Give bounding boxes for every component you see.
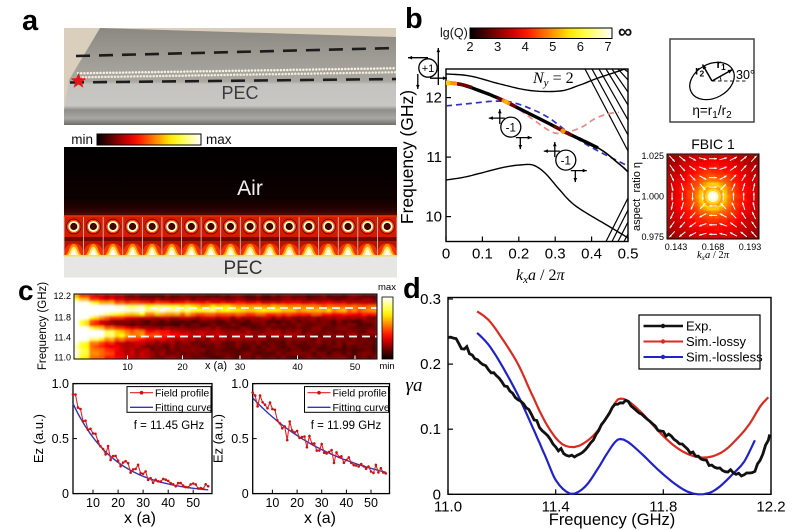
svg-text:30: 30 (136, 496, 150, 510)
svg-text:Exp.: Exp. (686, 319, 712, 334)
svg-text:Ny = 2: Ny = 2 (532, 70, 574, 89)
svg-text:FBIC 1: FBIC 1 (691, 136, 735, 152)
svg-text:0.975: 0.975 (641, 232, 664, 242)
svg-text:min: min (379, 361, 394, 372)
svg-text:1.0: 1.0 (52, 377, 69, 391)
svg-text:40: 40 (292, 362, 303, 373)
svg-text:10: 10 (265, 496, 279, 510)
svg-text:50: 50 (350, 362, 361, 373)
svg-text:7: 7 (604, 39, 611, 54)
svg-text:kxa / 2π: kxa / 2π (697, 250, 730, 262)
svg-text:Air: Air (237, 177, 263, 200)
svg-text:max: max (206, 132, 232, 147)
svg-text:0.1: 0.1 (472, 246, 493, 263)
svg-text:12.2: 12.2 (756, 498, 785, 515)
svg-text:0.1: 0.1 (420, 421, 441, 438)
svg-text:-1: -1 (506, 123, 516, 135)
svg-text:20: 20 (290, 496, 304, 510)
svg-text:6: 6 (577, 39, 584, 54)
svg-text:0.2: 0.2 (420, 356, 441, 373)
svg-text:11.0: 11.0 (54, 353, 71, 363)
svg-text:0: 0 (242, 487, 249, 501)
svg-text:min: min (71, 132, 93, 147)
svg-text:0: 0 (62, 487, 69, 501)
svg-text:+1: +1 (422, 63, 435, 75)
svg-text:a: a (22, 5, 39, 37)
svg-text:f = 11.45 GHz: f = 11.45 GHz (134, 420, 205, 432)
svg-text:0.3: 0.3 (545, 246, 566, 263)
svg-text:11: 11 (426, 149, 442, 166)
svg-text:2: 2 (466, 39, 473, 54)
svg-text:40: 40 (161, 496, 175, 510)
svg-text:0: 0 (442, 246, 450, 263)
svg-text:Frequency (GHz): Frequency (GHz) (397, 90, 417, 224)
svg-text:12: 12 (425, 90, 442, 107)
svg-text:40: 40 (339, 496, 353, 510)
svg-text:c: c (18, 275, 34, 306)
svg-text:PEC: PEC (221, 83, 258, 103)
svg-text:1.0: 1.0 (231, 377, 248, 391)
svg-text:11.8: 11.8 (649, 498, 677, 515)
svg-text:0.193: 0.193 (739, 242, 762, 252)
svg-text:0.168: 0.168 (702, 242, 725, 252)
svg-text:b: b (405, 3, 423, 35)
svg-text:20: 20 (111, 496, 125, 510)
svg-text:kxa / 2π: kxa / 2π (516, 267, 565, 286)
svg-text:max: max (378, 282, 396, 293)
svg-text:0.143: 0.143 (665, 242, 688, 252)
svg-text:Ez (a.u.): Ez (a.u.) (31, 414, 46, 463)
svg-text:PEC: PEC (223, 258, 262, 279)
svg-text:x (a): x (a) (124, 510, 156, 527)
svg-text:η=r1/r2: η=r1/r2 (692, 103, 732, 121)
svg-text:r2: r2 (695, 66, 704, 79)
svg-text:1.025: 1.025 (641, 151, 664, 161)
svg-text:1.000: 1.000 (641, 192, 664, 202)
svg-text:10: 10 (425, 209, 442, 226)
svg-text:50: 50 (364, 496, 378, 510)
svg-text:r1: r1 (717, 59, 726, 72)
svg-text:lg(Q): lg(Q) (440, 26, 468, 40)
svg-text:50: 50 (186, 496, 200, 510)
svg-text:10: 10 (122, 362, 133, 373)
svg-text:30: 30 (315, 496, 329, 510)
svg-text:5: 5 (549, 39, 556, 54)
svg-text:12.2: 12.2 (53, 291, 71, 301)
svg-text:Fitting curve: Fitting curve (155, 402, 212, 414)
svg-text:0.4: 0.4 (581, 246, 602, 263)
svg-text:20: 20 (177, 362, 188, 373)
svg-text:30°: 30° (736, 68, 755, 82)
svg-text:11.4: 11.4 (54, 333, 71, 343)
svg-text:∞: ∞ (618, 21, 632, 43)
svg-text:0.5: 0.5 (231, 432, 248, 446)
svg-text:30: 30 (235, 362, 246, 373)
svg-text:Frequency (GHz): Frequency (GHz) (549, 511, 676, 529)
svg-text:0.5: 0.5 (618, 246, 639, 263)
svg-text:γa: γa (406, 375, 423, 396)
svg-text:d: d (403, 273, 421, 305)
svg-text:4: 4 (522, 39, 529, 54)
svg-text:Sim.-lossy: Sim.-lossy (686, 334, 746, 349)
svg-text:Frequency (GHz): Frequency (GHz) (37, 282, 49, 370)
svg-text:Ez (a.u.): Ez (a.u.) (211, 414, 226, 463)
svg-text:0.3: 0.3 (420, 291, 441, 308)
svg-text:0: 0 (433, 486, 441, 503)
svg-text:Field profile: Field profile (333, 388, 387, 400)
svg-text:Fitting curve: Fitting curve (333, 402, 390, 414)
svg-text:Field profile: Field profile (155, 388, 209, 400)
svg-text:11.8: 11.8 (54, 313, 71, 323)
svg-text:3: 3 (494, 39, 501, 54)
svg-text:11.0: 11.0 (434, 498, 462, 515)
svg-text:11.4: 11.4 (542, 498, 570, 515)
svg-text:-1: -1 (561, 156, 571, 168)
svg-text:x (a): x (a) (205, 360, 227, 372)
svg-text:f = 11.99 GHz: f = 11.99 GHz (311, 420, 382, 432)
svg-text:aspect ratio η: aspect ratio η (631, 162, 643, 231)
svg-text:x (a): x (a) (304, 510, 336, 527)
svg-text:Sim.-lossless: Sim.-lossless (686, 350, 763, 365)
svg-text:0.5: 0.5 (52, 432, 69, 446)
svg-text:0.2: 0.2 (508, 246, 529, 263)
svg-text:10: 10 (86, 496, 100, 510)
